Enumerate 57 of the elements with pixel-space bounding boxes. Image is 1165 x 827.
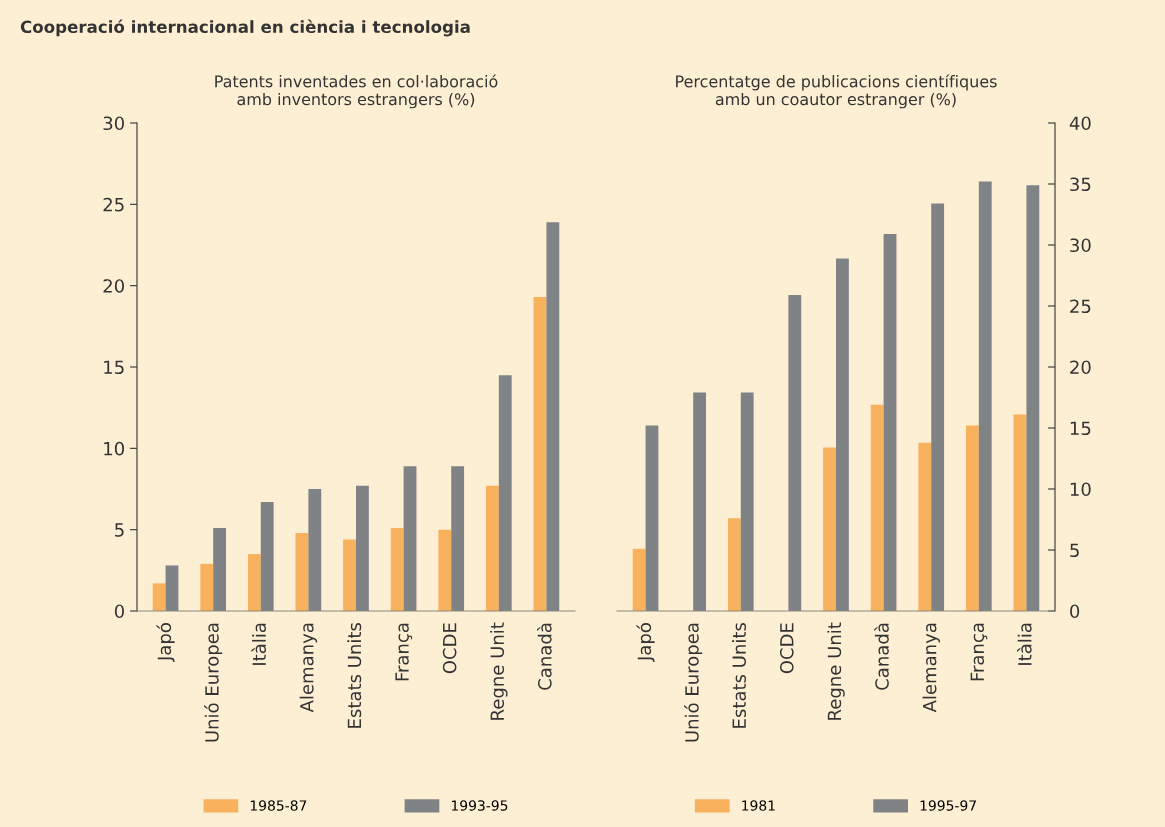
x-tick-label: Regne Unit	[490, 622, 508, 720]
chart-title: Cooperació internacional en ciència i tecnologia	[20, 19, 470, 37]
y-tick-label: 5	[115, 523, 124, 537]
y2-tick-label: 40	[1069, 116, 1091, 131]
y2-tick-label: 30	[1070, 238, 1091, 253]
bar	[152, 583, 166, 611]
bar	[632, 548, 646, 611]
x-tick-label: Canadà	[536, 623, 552, 690]
bar	[438, 529, 452, 611]
chart-subtitle: Patents inventades en col·laboració amb inventors estrangers (%)	[215, 74, 498, 109]
bar	[1013, 414, 1027, 611]
y2-tick-label: 5	[1070, 543, 1079, 558]
y2-tick-label: 0	[1070, 604, 1080, 619]
x-tick-label: Unió Europea	[204, 623, 223, 742]
x-tick-label: Alemanya	[299, 623, 318, 713]
bar	[870, 404, 884, 611]
bar	[390, 528, 404, 611]
y2-tick-label: 35	[1070, 177, 1091, 192]
y2-tick-label: 15	[1070, 421, 1091, 436]
x-tick-label: Canadà	[874, 623, 889, 690]
x-tick-label: Regne Unit	[827, 622, 845, 720]
y2-tick-label: 25	[1070, 299, 1091, 314]
bar	[485, 485, 499, 611]
bar	[918, 442, 932, 611]
legend-label: 1993-95	[451, 800, 508, 811]
chart-subtitle: Percentatge de publicacions científiques amb un coautor estranger (%)	[676, 74, 997, 109]
bar	[247, 554, 261, 611]
y-tick-label: 25	[103, 197, 124, 212]
y2-tick-label: 10	[1070, 482, 1091, 497]
x-tick-label: França	[970, 623, 988, 681]
x-tick-label: Alemanya	[922, 623, 940, 713]
y-tick-label: 10	[104, 441, 124, 456]
x-tick-label: Japó	[636, 623, 655, 662]
y2-tick-label: 20	[1070, 360, 1091, 375]
bar	[823, 447, 836, 611]
x-tick-label: OCDE	[779, 623, 794, 674]
bar	[200, 563, 214, 611]
x-tick-label: Itàlia	[251, 623, 267, 665]
y-tick-label: 30	[103, 116, 124, 131]
legend-label: 1995-97	[920, 800, 976, 811]
bar	[295, 532, 309, 611]
x-tick-label: OCDE	[442, 623, 457, 674]
legend-label: 1985-87	[250, 800, 307, 811]
bar	[343, 539, 356, 611]
bar	[965, 425, 979, 611]
y-tick-label: 0	[114, 604, 124, 619]
x-tick-label: Unió Europea	[684, 623, 703, 742]
legend-label: 1981	[742, 800, 775, 811]
x-tick-label: Estats Units	[347, 622, 362, 728]
bar	[727, 518, 741, 611]
x-tick-label: França	[395, 623, 413, 681]
bar	[533, 297, 547, 611]
x-tick-label: Japó	[156, 623, 175, 662]
x-tick-label: Estats Units	[732, 622, 747, 728]
y-tick-label: 20	[103, 279, 124, 293]
y-tick-label: 15	[104, 360, 124, 375]
x-tick-label: Itàlia	[1016, 623, 1032, 665]
